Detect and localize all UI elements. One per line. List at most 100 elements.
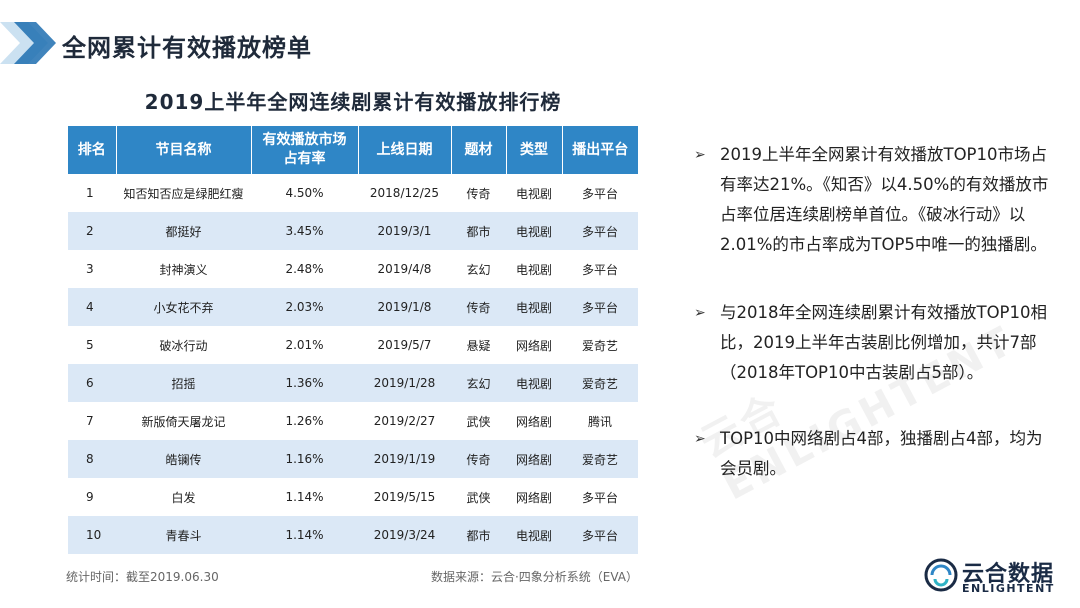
table-row: 5 破冰行动 2.01% 2019/5/7 悬疑 网络剧 爱奇艺: [68, 326, 638, 364]
header-chevron-decor-icon: [0, 22, 56, 64]
table-row: 2 都挺好 3.45% 2019/3/1 都市 电视剧 多平台: [68, 212, 638, 250]
table-cell: 电视剧: [506, 288, 562, 326]
table-cell: 都市: [451, 212, 506, 250]
table-cell: 2019/5/7: [358, 326, 451, 364]
column-header: 排名: [68, 126, 117, 174]
table-cell: 2019/1/28: [358, 364, 451, 402]
table-cell: 传奇: [451, 288, 506, 326]
brand-logo: 云合数据 ENLIGHTENT: [924, 556, 1064, 600]
table-cell: 1: [68, 174, 116, 212]
table-cell: 1.36%: [251, 364, 358, 402]
table-cell: 3: [68, 250, 116, 288]
table-row: 7 新版倚天屠龙记 1.26% 2019/2/27 武侠 网络剧 腾讯: [68, 402, 638, 440]
table-cell: 破冰行动: [116, 326, 251, 364]
column-header: 上线日期: [358, 126, 452, 174]
table-cell: 1.16%: [251, 440, 358, 478]
bullet-text: 2019上半年全网累计有效播放TOP10市场占有率达21%。《知否》以4.50%…: [720, 145, 1049, 254]
table-cell: 玄幻: [451, 364, 506, 402]
table-cell: 多平台: [562, 212, 638, 250]
stat-time-footnote: 统计时间：截至2019.06.30: [66, 570, 219, 584]
table-title: 2019上半年全网连续剧累计有效播放排行榜: [144, 90, 562, 114]
table-cell: 8: [68, 440, 116, 478]
table-cell: 多平台: [562, 288, 638, 326]
table-row: 10 青春斗 1.14% 2019/3/24 都市 电视剧 多平台: [68, 516, 638, 554]
table-cell: 10: [68, 516, 116, 554]
column-header: 有效播放市场 占有率: [251, 126, 359, 174]
table-cell: 6: [68, 364, 116, 402]
table-cell: 电视剧: [506, 212, 562, 250]
table-cell: 2019/2/27: [358, 402, 451, 440]
table-cell: 电视剧: [506, 364, 562, 402]
table-cell: 4: [68, 288, 116, 326]
table-cell: 9: [68, 478, 116, 516]
table-cell: 爱奇艺: [562, 440, 638, 478]
ranking-table: 排名 节目名称 有效播放市场 占有率 上线日期 题材 类型 播出平台 1 知否知否…: [68, 126, 638, 554]
table-cell: 电视剧: [506, 174, 562, 212]
table-cell: 皓镧传: [116, 440, 251, 478]
table-cell: 爱奇艺: [562, 326, 638, 364]
logo-text-en: ENLIGHTENT: [962, 582, 1055, 595]
table-cell: 多平台: [562, 516, 638, 554]
column-header: 题材: [451, 126, 507, 174]
table-cell: 7: [68, 402, 116, 440]
page-title: 全网累计有效播放榜单: [62, 34, 312, 62]
table-cell: 2019/1/8: [358, 288, 451, 326]
table-cell: 网络剧: [506, 326, 562, 364]
table-cell: 都挺好: [116, 212, 251, 250]
table-cell: 白发: [116, 478, 251, 516]
table-cell: 悬疑: [451, 326, 506, 364]
column-header: 节目名称: [116, 126, 252, 174]
list-item: ➢ TOP10中网络剧占4部，独播剧占4部，均为会员剧。: [694, 424, 1054, 484]
table-cell: 新版倚天屠龙记: [116, 402, 251, 440]
data-source-footnote: 数据来源：云合·四象分析系统（EVA）: [430, 570, 638, 584]
table-cell: 5: [68, 326, 116, 364]
column-header: 播出平台: [562, 126, 638, 174]
table-row: 8 皓镧传 1.16% 2019/1/19 传奇 网络剧 爱奇艺: [68, 440, 638, 478]
table-cell: 都市: [451, 516, 506, 554]
insight-list: ➢ 2019上半年全网累计有效播放TOP10市场占有率达21%。《知否》以4.5…: [694, 140, 1054, 484]
table-row: 9 白发 1.14% 2019/5/15 武侠 网络剧 多平台: [68, 478, 638, 516]
logo-text-cn: 云合数据: [962, 562, 1055, 587]
table-cell: 2: [68, 212, 116, 250]
table-cell: 2018/12/25: [358, 174, 451, 212]
table-cell: 1.14%: [251, 516, 358, 554]
table-cell: 网络剧: [506, 402, 562, 440]
table-row: 3 封神演义 2.48% 2019/4/8 玄幻 电视剧 多平台: [68, 250, 638, 288]
bullet-text: 与2018年全网连续剧累计有效播放TOP10相比，2019上半年古装剧比例增加，…: [720, 303, 1048, 382]
table-cell: 封神演义: [116, 250, 251, 288]
table-cell: 多平台: [562, 250, 638, 288]
table-cell: 青春斗: [116, 516, 251, 554]
table-cell: 电视剧: [506, 250, 562, 288]
arrow-bullet-icon: ➢: [694, 305, 706, 321]
table-cell: 1.14%: [251, 478, 358, 516]
table-row: 6 招摇 1.36% 2019/1/28 玄幻 电视剧 爱奇艺: [68, 364, 638, 402]
table-cell: 4.50%: [251, 174, 358, 212]
table-cell: 武侠: [451, 478, 506, 516]
table-cell: 网络剧: [506, 478, 562, 516]
swirl-logo-icon: [924, 558, 958, 592]
list-item: ➢ 与2018年全网连续剧累计有效播放TOP10相比，2019上半年古装剧比例增…: [694, 298, 1054, 388]
table-cell: 玄幻: [451, 250, 506, 288]
table-cell: 2019/3/1: [358, 212, 451, 250]
table-row: 1 知否知否应是绿肥红瘦 4.50% 2018/12/25 传奇 电视剧 多平台: [68, 174, 638, 212]
table-cell: 1.26%: [251, 402, 358, 440]
table-cell: 小女花不弃: [116, 288, 251, 326]
table-cell: 传奇: [451, 440, 506, 478]
table-cell: 网络剧: [506, 440, 562, 478]
table-cell: 知否知否应是绿肥红瘦: [116, 174, 251, 212]
arrow-bullet-icon: ➢: [694, 431, 706, 447]
table-cell: 2019/3/24: [358, 516, 451, 554]
bullet-text: TOP10中网络剧占4部，独播剧占4部，均为会员剧。: [720, 429, 1043, 478]
table-cell: 3.45%: [251, 212, 358, 250]
table-cell: 2019/4/8: [358, 250, 451, 288]
table-cell: 腾讯: [562, 402, 638, 440]
table-cell: 爱奇艺: [562, 364, 638, 402]
table-cell: 电视剧: [506, 516, 562, 554]
list-item: ➢ 2019上半年全网累计有效播放TOP10市场占有率达21%。《知否》以4.5…: [694, 140, 1054, 260]
table-cell: 2.48%: [251, 250, 358, 288]
column-header: 类型: [506, 126, 563, 174]
table-cell: 武侠: [451, 402, 506, 440]
table-cell: 2.03%: [251, 288, 358, 326]
table-cell: 招摇: [116, 364, 251, 402]
table-cell: 多平台: [562, 478, 638, 516]
